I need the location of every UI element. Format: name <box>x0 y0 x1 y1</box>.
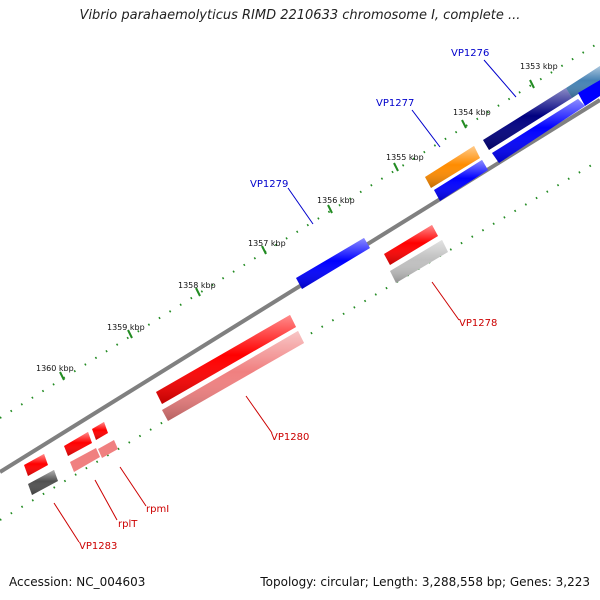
tick-label-1354: 1354 kbp <box>453 108 491 117</box>
forward-gene-VP1279[interactable] <box>296 238 370 289</box>
map-title: Vibrio parahaemolyticus RIMD 2210633 chr… <box>79 8 521 23</box>
tick-label-1359: 1359 kbp <box>107 323 145 332</box>
leader-rpmI <box>119 466 147 507</box>
forward-gene-VP1276[interactable] <box>492 80 600 163</box>
forward-gene-VP1277-lower[interactable] <box>434 160 488 201</box>
leader-VP1279 <box>287 187 314 225</box>
major-tick-1359 <box>127 329 133 339</box>
tick-label-1353: 1353 kbp <box>520 62 558 71</box>
reverse-gene-VP1283[interactable] <box>24 454 58 495</box>
tick-label-1358: 1358 kbp <box>178 281 216 290</box>
chromosome-backbone <box>0 98 600 474</box>
label-VP1278[interactable]: VP1278 <box>459 318 497 329</box>
major-tick-1356 <box>327 204 333 214</box>
leader-VP1277 <box>411 109 441 148</box>
accession-text: Accession: NC_004603 <box>9 575 146 589</box>
leader-rplT <box>94 479 118 521</box>
topology-summary: Topology: circular; Length: 3,288,558 bp… <box>260 575 590 589</box>
label-rplT[interactable]: rplT <box>118 519 138 530</box>
reverse-gene-VP1280[interactable] <box>156 315 304 421</box>
major-tick-1354 <box>461 119 467 129</box>
reverse-gene-rplT[interactable] <box>64 432 100 472</box>
label-rpmI[interactable]: rpmI <box>146 504 169 515</box>
leader-VP1276 <box>483 59 517 98</box>
outer-tick-ring <box>0 41 600 419</box>
leader-VP1280 <box>245 395 273 434</box>
tick-label-1360: 1360 kbp <box>36 364 74 373</box>
label-VP1276[interactable]: VP1276 <box>451 48 489 59</box>
major-tick-1355 <box>393 162 399 172</box>
reverse-gene-VP1278[interactable] <box>384 225 448 283</box>
label-VP1280[interactable]: VP1280 <box>271 432 309 443</box>
label-VP1283[interactable]: VP1283 <box>79 541 117 552</box>
major-ticks <box>59 79 535 381</box>
major-tick-1360 <box>59 371 65 381</box>
leader-VP1283 <box>53 502 80 543</box>
label-VP1277[interactable]: VP1277 <box>376 98 414 109</box>
major-tick-1357 <box>261 245 267 255</box>
major-tick-1353 <box>529 79 535 89</box>
forward-gene-VP1277[interactable] <box>425 146 480 188</box>
major-tick-1358 <box>195 287 201 297</box>
forward-gene-VP1276-segment[interactable] <box>483 66 600 150</box>
tick-label-1357: 1357 kbp <box>248 239 286 248</box>
tick-label-1356: 1356 kbp <box>317 196 355 205</box>
leader-VP1278 <box>431 281 460 321</box>
label-VP1279[interactable]: VP1279 <box>250 179 288 190</box>
tick-label-1355: 1355 kbp <box>386 153 424 162</box>
reverse-gene-rpmI[interactable] <box>92 422 118 458</box>
